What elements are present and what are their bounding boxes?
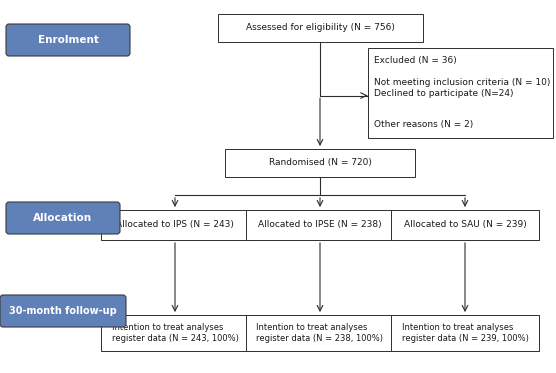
FancyBboxPatch shape (6, 202, 120, 234)
Text: Randomised (N = 720): Randomised (N = 720) (269, 159, 371, 167)
FancyBboxPatch shape (217, 14, 423, 42)
Text: Allocated to IPSE (N = 238): Allocated to IPSE (N = 238) (258, 220, 382, 229)
Text: Not meeting inclusion criteria (N = 10)
Declined to participate (N=24): Not meeting inclusion criteria (N = 10) … (374, 78, 550, 98)
Text: Excluded (N = 36): Excluded (N = 36) (374, 56, 456, 65)
FancyBboxPatch shape (0, 295, 126, 327)
Text: Intention to treat analyses
register data (N = 243, 100%): Intention to treat analyses register dat… (112, 323, 239, 344)
Text: Assessed for eligibility (N = 756): Assessed for eligibility (N = 756) (246, 23, 394, 32)
FancyBboxPatch shape (368, 48, 553, 138)
FancyBboxPatch shape (391, 315, 539, 351)
Text: Allocation: Allocation (33, 213, 92, 223)
Text: Allocated to SAU (N = 239): Allocated to SAU (N = 239) (404, 220, 527, 229)
FancyBboxPatch shape (101, 315, 249, 351)
Text: Other reasons (N = 2): Other reasons (N = 2) (374, 119, 473, 129)
Text: Enrolment: Enrolment (38, 35, 98, 45)
FancyBboxPatch shape (391, 210, 539, 240)
FancyBboxPatch shape (246, 315, 394, 351)
Text: Intention to treat analyses
register data (N = 239, 100%): Intention to treat analyses register dat… (401, 323, 528, 344)
FancyBboxPatch shape (101, 210, 249, 240)
Text: Intention to treat analyses
register data (N = 238, 100%): Intention to treat analyses register dat… (256, 323, 384, 344)
Text: Allocated to IPS (N = 243): Allocated to IPS (N = 243) (116, 220, 234, 229)
FancyBboxPatch shape (6, 24, 130, 56)
Text: 30-month follow-up: 30-month follow-up (9, 306, 117, 316)
FancyBboxPatch shape (246, 210, 394, 240)
FancyBboxPatch shape (225, 149, 415, 177)
